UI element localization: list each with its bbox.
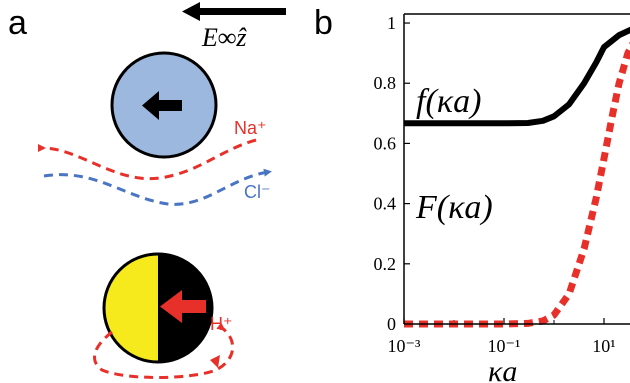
sphere-velocity-arrow-icon	[142, 91, 182, 120]
cl-flow-arrow	[43, 168, 272, 206]
h-flow-arrowhead-icon	[210, 355, 220, 368]
series-label-f: f(κa)	[416, 83, 481, 120]
panel-b-letter: b	[314, 4, 333, 42]
series-line-F	[404, 41, 630, 328]
series-label-F: F(κa)	[415, 189, 493, 226]
y-tick-label: 0.2	[374, 254, 397, 274]
cl-label: Cl⁻	[244, 182, 271, 202]
plot-axes	[403, 13, 630, 325]
x-tick-label: 10⁻¹	[488, 336, 521, 356]
panel-a-letter: a	[8, 4, 27, 42]
y-tick-label: 1	[387, 13, 396, 33]
h-flow-arrow	[93, 322, 234, 379]
x-tick-label: 10¹	[592, 336, 615, 356]
na-label: Na⁺	[234, 118, 267, 138]
panel-a: a E∞ẑ Na⁺ Cl⁻ H⁺	[8, 2, 286, 379]
field-arrow-icon	[182, 2, 286, 21]
y-tick-label: 0.8	[374, 73, 397, 93]
x-axis-label: κa	[488, 355, 517, 383]
h-label: H⁺	[210, 314, 233, 334]
series-line-f	[404, 26, 630, 127]
field-label: E∞ẑ	[201, 23, 247, 52]
plot-series	[404, 26, 630, 328]
na-flow-arrow	[37, 138, 257, 181]
y-tick-label: 0.6	[374, 133, 397, 153]
x-tick-label: 10⁻³	[388, 336, 422, 356]
y-tick-label: 0	[387, 314, 396, 334]
y-tick-label: 0.4	[374, 194, 397, 214]
janus-velocity-arrow-icon	[160, 290, 206, 323]
